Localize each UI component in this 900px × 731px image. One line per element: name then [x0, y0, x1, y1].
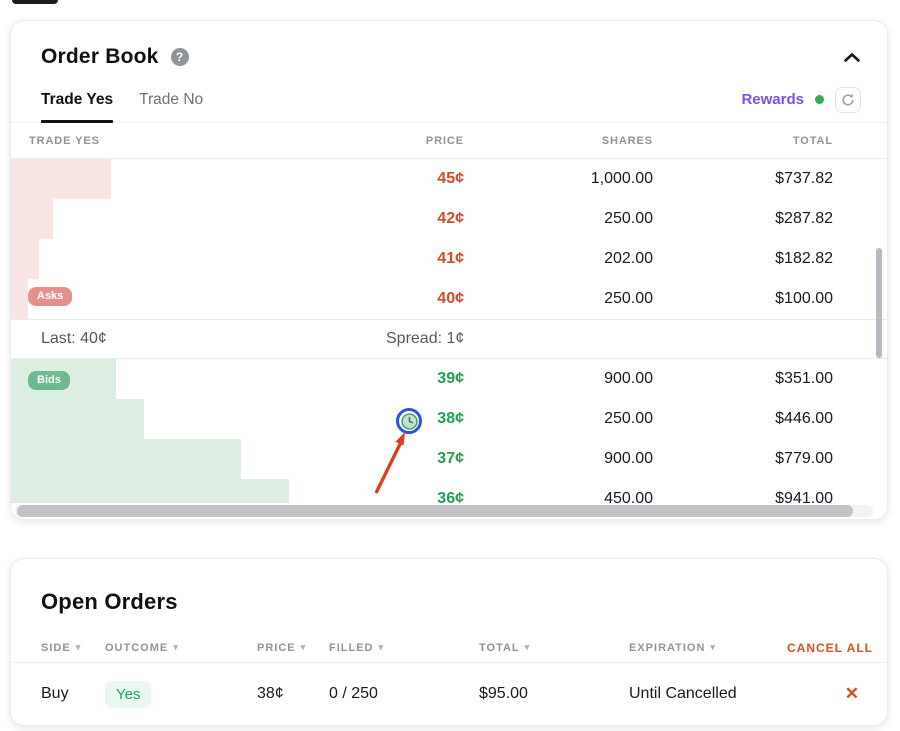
horizontal-scrollbar-area — [11, 503, 887, 519]
tab-trade-yes[interactable]: Trade Yes — [41, 77, 114, 123]
column-header-shares: SHARES — [601, 134, 653, 147]
column-header-total[interactable]: TOTAL ▾ — [479, 641, 531, 654]
rewards-link[interactable]: Rewards — [741, 91, 804, 108]
shares-cell: 250.00 — [604, 290, 653, 307]
cancel-order-button[interactable]: ✕ — [844, 684, 859, 703]
sort-caret-icon: ▾ — [300, 642, 307, 652]
ask-depth-bar — [11, 159, 111, 199]
help-icon[interactable]: ? — [170, 48, 189, 66]
ask-depth-bar — [11, 279, 28, 319]
shares-cell: 250.00 — [604, 410, 653, 427]
bids-section: 39¢ 900.00 $351.00 38¢ 250.00 $446.00 37¢ 900.0… — [11, 359, 887, 503]
price-cell[interactable]: 42¢ — [437, 210, 464, 227]
total-cell: $446.00 — [775, 410, 833, 427]
column-header-total: TOTAL — [792, 134, 833, 147]
column-header-price[interactable]: PRICE ▾ — [257, 641, 307, 654]
last-price-label: Last: 40¢ — [41, 330, 107, 347]
sort-caret-icon: ▾ — [524, 642, 531, 652]
price-cell[interactable]: 36¢ — [437, 490, 464, 503]
ask-row-45¢[interactable]: 45¢ 1,000.00 $737.82 — [11, 159, 887, 199]
shares-cell: 250.00 — [604, 210, 653, 227]
horizontal-scrollbar-thumb[interactable] — [17, 505, 853, 517]
rewards-status-dot — [815, 95, 824, 104]
bid-row-36¢[interactable]: 36¢ 450.00 $941.00 — [11, 479, 887, 503]
refresh-icon — [842, 93, 854, 106]
ask-row-41¢[interactable]: 41¢ 202.00 $182.82 — [11, 239, 887, 279]
refresh-button[interactable] — [835, 86, 861, 113]
sort-caret-icon: ▾ — [378, 642, 385, 652]
shares-cell: 900.00 — [604, 450, 653, 467]
shares-cell: 900.00 — [604, 370, 653, 387]
open-order-clock-icon — [400, 412, 418, 430]
annotation-highlight-ring — [396, 408, 422, 434]
shares-cell: 202.00 — [604, 250, 653, 267]
expiration-cell: Until Cancelled — [629, 685, 737, 702]
tab-trade-no[interactable]: Trade No — [139, 90, 204, 108]
horizontal-scrollbar-track[interactable] — [15, 505, 873, 517]
open-orders-rows: Buy Yes 38¢ 0 / 250 $95.00 Until Cancelled ✕ — [11, 663, 887, 725]
order-book-tabs-row: Trade Yes Trade No Rewards — [11, 77, 887, 123]
asks-section: 45¢ 1,000.00 $737.82 42¢ 250.00 $287.82 41¢ 202… — [11, 159, 887, 319]
ask-row-42¢[interactable]: 42¢ 250.00 $287.82 — [11, 199, 887, 239]
price-cell[interactable]: 37¢ — [437, 450, 464, 467]
total-cell: $95.00 — [479, 685, 528, 702]
bid-depth-bar — [11, 479, 289, 503]
bid-depth-bar — [11, 439, 241, 479]
column-header-price: PRICE — [425, 134, 464, 147]
total-cell: $182.82 — [775, 250, 833, 267]
order-book-table: 45¢ 1,000.00 $737.82 42¢ 250.00 $287.82 41¢ 202… — [11, 159, 887, 503]
total-cell: $351.00 — [775, 370, 833, 387]
cancel-all-button[interactable]: CANCEL ALL — [787, 640, 873, 655]
column-header-outcome[interactable]: OUTCOME ▾ — [105, 641, 179, 654]
bid-row-37¢[interactable]: 37¢ 900.00 $779.00 — [11, 439, 887, 479]
filled-cell: 0 / 250 — [329, 685, 378, 702]
sort-caret-icon: ▾ — [710, 642, 716, 652]
bids-badge: Bids — [28, 371, 70, 390]
order-book-title: Order Book — [41, 45, 159, 68]
asks-badge: Asks — [28, 287, 73, 306]
order-book-header: Order Book ? — [41, 41, 861, 73]
open-orders-column-headers: SIDE ▾ OUTCOME ▾ PRICE ▾ FILLED ▾ TOTAL ▾ EXP… — [11, 633, 887, 663]
vertical-scrollbar[interactable] — [876, 248, 882, 358]
side-cell: Buy — [41, 685, 69, 702]
outcome-badge: Yes — [105, 680, 152, 708]
sort-caret-icon: ▾ — [75, 642, 82, 652]
bid-depth-bar — [11, 399, 144, 439]
price-cell[interactable]: 45¢ — [437, 170, 464, 187]
open-orders-card: Open Orders SIDE ▾ OUTCOME ▾ PRICE ▾ FILLED… — [10, 558, 888, 726]
annotation-arrow — [374, 432, 405, 494]
ask-depth-bar — [11, 199, 53, 239]
open-orders-title: Open Orders — [41, 589, 178, 614]
column-header-side[interactable]: SIDE ▾ — [41, 641, 82, 654]
order-book-column-headers: TRADE YES PRICE SHARES TOTAL — [11, 123, 887, 159]
total-cell: $941.00 — [775, 490, 833, 503]
collapse-chevron-icon[interactable] — [843, 52, 861, 63]
bid-row-38¢[interactable]: 38¢ 250.00 $446.00 — [11, 399, 887, 439]
shares-cell: 1,000.00 — [590, 170, 653, 187]
cropped-ui-fragment — [12, 0, 58, 4]
bid-row-39¢[interactable]: 39¢ 900.00 $351.00 — [11, 359, 887, 399]
column-header-expiration[interactable]: EXPIRATION ▾ — [629, 641, 716, 654]
order-book-card: Order Book ? Trade Yes Trade No Rewards … — [10, 20, 888, 520]
spread-label: Spread: 1¢ — [386, 330, 465, 347]
total-cell: $737.82 — [775, 170, 833, 187]
total-cell: $287.82 — [775, 210, 833, 227]
column-header-trade-yes: TRADE YES — [29, 134, 100, 147]
price-cell[interactable]: 40¢ — [437, 290, 464, 307]
last-spread-row: Last: 40¢ Spread: 1¢ — [11, 319, 887, 359]
column-header-filled[interactable]: FILLED ▾ — [329, 641, 385, 654]
price-cell: 38¢ — [257, 685, 284, 702]
shares-cell: 450.00 — [604, 490, 653, 503]
price-cell[interactable]: 38¢ — [437, 410, 464, 427]
price-cell[interactable]: 41¢ — [437, 250, 464, 267]
sort-caret-icon: ▾ — [173, 642, 179, 652]
price-cell[interactable]: 39¢ — [437, 370, 464, 387]
total-cell: $779.00 — [775, 450, 833, 467]
outcome-cell: Yes — [105, 680, 257, 708]
total-cell: $100.00 — [775, 290, 833, 307]
open-order-row: Buy Yes 38¢ 0 / 250 $95.00 Until Cancelled ✕ — [11, 663, 887, 725]
ask-depth-bar — [11, 239, 39, 279]
ask-row-40¢[interactable]: 40¢ 250.00 $100.00 — [11, 279, 887, 319]
